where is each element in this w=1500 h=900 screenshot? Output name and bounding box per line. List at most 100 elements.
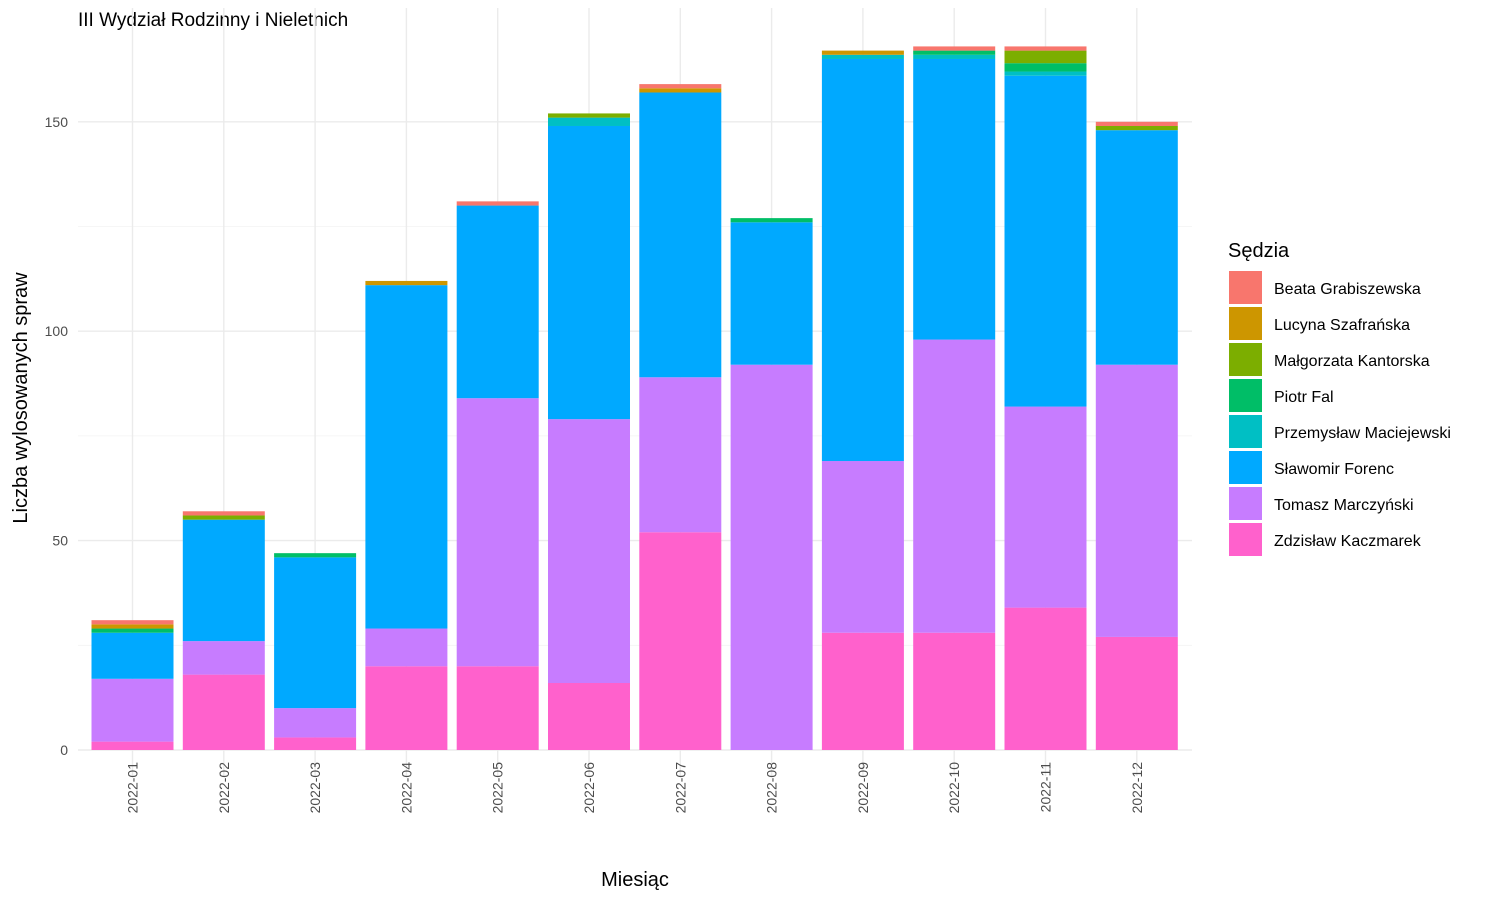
y-tick-label: 150 bbox=[45, 114, 69, 130]
bar-segment bbox=[1095, 364, 1178, 637]
bar-segment bbox=[182, 511, 265, 516]
bar-segment bbox=[821, 54, 904, 59]
bar-segment bbox=[182, 515, 265, 520]
bar-segment bbox=[913, 58, 996, 340]
bar-segment bbox=[365, 280, 448, 286]
bar-segment bbox=[1095, 130, 1178, 365]
bar-segment bbox=[639, 532, 722, 750]
legend-label: Tomasz Marczyński bbox=[1274, 497, 1414, 514]
y-axis-ticks: 0 50 100 150 bbox=[45, 114, 69, 758]
bar-segment bbox=[91, 678, 174, 742]
x-tick-label: 2022-05 bbox=[490, 762, 506, 814]
y-tick-label: 50 bbox=[52, 533, 68, 549]
legend-swatch bbox=[1229, 451, 1262, 484]
x-axis-title: Miesiąc bbox=[601, 869, 669, 891]
legend-swatch bbox=[1229, 343, 1262, 376]
bar-segment bbox=[639, 377, 722, 533]
bar-segment bbox=[1004, 607, 1087, 750]
bar-segment bbox=[456, 398, 539, 667]
bar-segment bbox=[913, 54, 996, 59]
x-tick-label: 2022-06 bbox=[581, 762, 597, 814]
bar-segment bbox=[91, 624, 174, 629]
bar-segment bbox=[1004, 406, 1087, 608]
bar-segment bbox=[639, 84, 722, 89]
bar-segment bbox=[913, 50, 996, 55]
legend-swatch bbox=[1229, 487, 1262, 520]
bar-segment bbox=[274, 708, 357, 738]
bar-segment bbox=[1004, 75, 1087, 407]
legend-label: Piotr Fal bbox=[1274, 389, 1334, 406]
bar-segment bbox=[365, 628, 448, 667]
bar-segment bbox=[821, 461, 904, 633]
bar-segment bbox=[548, 125, 630, 420]
bar-segment bbox=[1004, 63, 1087, 72]
bar-segment bbox=[1095, 125, 1178, 131]
legend-swatch bbox=[1229, 415, 1262, 448]
bar-segment bbox=[1095, 121, 1178, 126]
bar-segment bbox=[91, 632, 174, 679]
legend-swatch bbox=[1229, 379, 1262, 412]
bar-segment bbox=[365, 666, 448, 750]
legend-swatch bbox=[1229, 307, 1262, 340]
y-tick-label: 0 bbox=[60, 742, 68, 758]
legend-label: Lucyna Szafrańska bbox=[1274, 317, 1410, 334]
legend-label: Beata Grabiszewska bbox=[1274, 281, 1421, 298]
bar-segment bbox=[913, 632, 996, 750]
legend: Sędzia Beata Grabiszewska Lucyna Szafrańs… bbox=[1228, 240, 1451, 556]
x-tick-label: 2022-07 bbox=[672, 762, 688, 814]
legend-label: Przemysław Maciejewski bbox=[1274, 425, 1451, 442]
bar-segment bbox=[456, 205, 539, 399]
y-tick-label: 100 bbox=[45, 323, 69, 339]
bar-segment bbox=[91, 741, 174, 750]
bars bbox=[91, 46, 1178, 750]
bar-segment bbox=[821, 50, 904, 55]
x-tick-label: 2022-12 bbox=[1129, 762, 1145, 814]
bar-segment bbox=[182, 519, 265, 642]
bar-segment bbox=[1004, 46, 1087, 51]
bar-segment bbox=[913, 46, 996, 51]
bar-segment bbox=[1004, 71, 1087, 76]
bar-segment bbox=[730, 222, 813, 365]
bar-segment bbox=[456, 666, 539, 750]
x-tick-label: 2022-03 bbox=[307, 762, 323, 814]
x-tick-label: 2022-01 bbox=[125, 762, 141, 814]
chart-title: III Wydział Rodzinny i Nieletnich bbox=[78, 10, 348, 31]
bar-segment bbox=[639, 88, 722, 93]
legend-swatch bbox=[1229, 271, 1262, 304]
bar-segment bbox=[182, 674, 265, 750]
legend-swatch bbox=[1229, 523, 1262, 556]
bar-segment bbox=[548, 419, 630, 683]
bar-segment bbox=[274, 553, 357, 558]
bar-segment bbox=[639, 92, 722, 378]
bar-segment bbox=[548, 682, 630, 750]
bar-segment bbox=[821, 632, 904, 750]
bar-segment bbox=[1095, 636, 1178, 750]
bar-segment bbox=[730, 364, 813, 750]
bar-segment bbox=[274, 557, 357, 709]
bar-segment bbox=[548, 113, 630, 118]
x-tick-label: 2022-10 bbox=[946, 762, 962, 814]
bar-segment bbox=[548, 117, 630, 126]
legend-label: Zdzisław Kaczmarek bbox=[1274, 533, 1422, 550]
x-axis-ticks: 2022-01 2022-02 2022-03 2022-04 2022-05 2022-… bbox=[125, 762, 1145, 814]
bar-segment bbox=[91, 628, 174, 633]
legend-title: Sędzia bbox=[1228, 240, 1290, 262]
x-tick-label: 2022-04 bbox=[398, 762, 414, 814]
x-tick-label: 2022-08 bbox=[764, 762, 780, 814]
bar-segment bbox=[1004, 50, 1087, 64]
x-tick-label: 2022-02 bbox=[216, 762, 232, 814]
bar-segment bbox=[182, 641, 265, 675]
y-axis-title: Liczba wylosowanych spraw bbox=[10, 272, 32, 524]
x-tick-label: 2022-11 bbox=[1038, 762, 1054, 813]
bar-segment bbox=[456, 201, 539, 206]
x-tick-label: 2022-09 bbox=[855, 762, 871, 814]
bar-segment bbox=[274, 737, 357, 750]
bar-segment bbox=[730, 218, 813, 223]
legend-label: Sławomir Forenc bbox=[1274, 461, 1394, 478]
bar-segment bbox=[365, 285, 448, 629]
bar-segment bbox=[91, 620, 174, 625]
bar-segment bbox=[821, 58, 904, 462]
bar-segment bbox=[913, 339, 996, 633]
legend-label: Małgorzata Kantorska bbox=[1274, 353, 1430, 370]
